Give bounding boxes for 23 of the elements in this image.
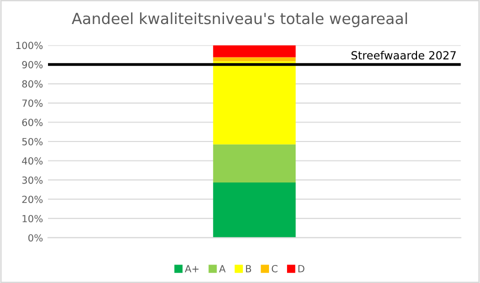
y-tick-label: 10% <box>22 214 43 222</box>
y-tick-label: 40% <box>22 157 43 165</box>
y-tick-label: 0% <box>28 234 43 242</box>
y-tick-label: 60% <box>22 118 43 126</box>
y-tick-label: 50% <box>22 138 43 146</box>
bar <box>213 144 296 182</box>
bar <box>213 182 296 238</box>
legend-label: B <box>246 265 252 272</box>
y-tick-label: 70% <box>22 99 43 107</box>
y-tick-label: 90% <box>22 61 43 68</box>
y-tick-label: 100% <box>16 42 43 50</box>
ref-line-label: Streefwaarde 2027 <box>352 50 456 60</box>
legend-label: A+ <box>184 265 199 272</box>
legend-label: D <box>298 265 304 272</box>
bar <box>213 45 296 58</box>
bar <box>213 61 296 144</box>
chart-title: Aandeel kwaliteitsniveau's totale wegareaal <box>72 12 407 28</box>
y-tick-label: 30% <box>22 176 43 184</box>
legend-label: A <box>219 265 226 272</box>
bar <box>213 57 296 62</box>
y-tick-label: 80% <box>22 80 43 88</box>
y-tick-label: 20% <box>22 196 43 204</box>
legend-label: C <box>272 265 278 272</box>
